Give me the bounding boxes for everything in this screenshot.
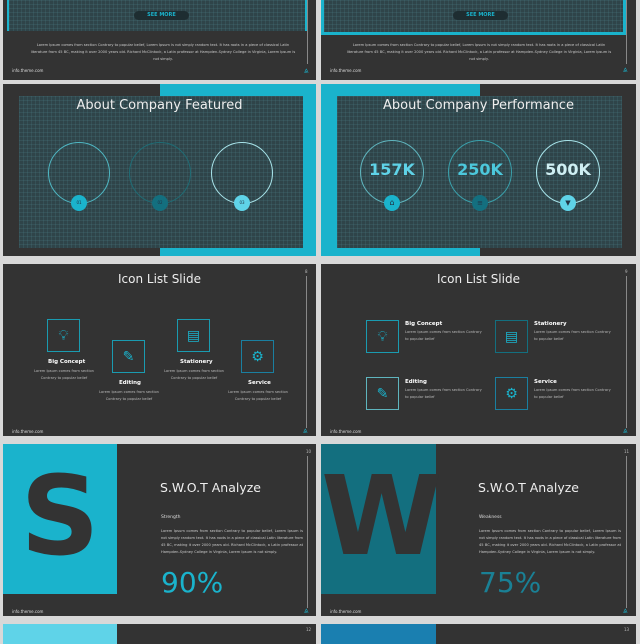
slide-icon-list-grid[interactable]: Icon List Slide 9 ⩓ info.theme.com 💡︎ Bi… (321, 264, 636, 436)
swot-percent: 90% (161, 566, 224, 599)
slide-see-more-right[interactable]: SEE MORE Lorem Ipsum comes from section … (321, 0, 636, 80)
footer-url: info.theme.com (12, 609, 44, 614)
progress-line (626, 276, 627, 428)
swot-letter: W (321, 452, 443, 580)
swot-subtitle: Strength (161, 515, 181, 520)
page-number: 10 (306, 449, 312, 454)
item-label: Big Concept (405, 321, 443, 327)
progress-line (307, 456, 308, 608)
slide-swot-partial-left[interactable]: 12 (3, 624, 316, 644)
slide-see-more-left[interactable]: SEE MORE Lorem Ipsum comes from section … (3, 0, 316, 80)
gear-icon: ⚙ (241, 340, 274, 373)
progress-line (306, 276, 307, 428)
cart-icon: ▼ (560, 195, 576, 211)
item-desc: Lorem Ipsum comes from section Contrary … (228, 390, 288, 401)
letter-panel: W (321, 444, 443, 594)
letter-panel (3, 624, 117, 644)
page-number: 12 (306, 627, 312, 632)
slide-company-performance[interactable]: About Company Performance 157K 250K 500K… (321, 84, 636, 256)
item-desc: Lorem Ipsum comes from section Contrary … (164, 369, 224, 380)
swot-subtitle: Weakness (479, 515, 502, 520)
lightbulb-icon: 💡︎ (47, 319, 80, 352)
newspaper-icon: ▤ (177, 319, 210, 352)
slide-title: About Company Performance (383, 98, 574, 113)
page-number: 11 (624, 449, 630, 454)
stat-value: 157K (369, 160, 415, 179)
slide-title: S.W.O.T Analyze (478, 480, 579, 495)
footer-url: info.theme.com (330, 429, 362, 434)
item-label: Editing (405, 379, 427, 385)
item-label: Big Concept (48, 359, 86, 365)
logo-icon: ⩓ (623, 65, 628, 74)
progress-line (626, 0, 627, 64)
slide-icon-list-staggered[interactable]: Icon List Slide 8 ⩓ info.theme.com 💡︎ Bi… (3, 264, 316, 436)
gear-icon: ⚙ (495, 377, 528, 410)
item-desc: Lorem Ipsum comes from section Contrary … (99, 390, 159, 401)
slide-swot-partial-right[interactable]: 13 (321, 624, 636, 644)
slide-title: About Company Featured (76, 98, 243, 113)
item-label: Stationery (534, 321, 567, 327)
slide-swot-strength[interactable]: S S.W.O.T Analyze Strength Lorem Ipsum c… (3, 444, 316, 616)
feature-badge-2: 02 (152, 195, 168, 211)
logo-icon: ⩓ (303, 426, 308, 435)
body-text: Lorem Ipsum comes from section Contrary … (479, 529, 621, 554)
body-text: Lorem Ipsum comes from section Contrary … (346, 43, 612, 61)
body-text: Lorem Ipsum comes from section Contrary … (161, 529, 303, 554)
page-number: 13 (624, 627, 630, 632)
logo-icon: ⩓ (623, 426, 628, 435)
footer-url: info.theme.com (330, 68, 362, 73)
home-icon: ⌂ (384, 195, 400, 211)
stat-value: 500K (545, 160, 591, 179)
logo-icon: ⩓ (623, 606, 628, 615)
item-desc: Lorem Ipsum comes from section Contrary … (405, 388, 482, 399)
slide-company-featured[interactable]: About Company Featured 01 02 03 (3, 84, 316, 256)
swot-letter: S (20, 452, 100, 580)
letter-panel: S (3, 444, 117, 594)
slide-title: Icon List Slide (118, 272, 201, 286)
slide-title: Icon List Slide (437, 272, 520, 286)
footer-url: info.theme.com (12, 68, 44, 73)
feature-badge-3: 03 (234, 195, 250, 211)
progress-line (307, 0, 308, 64)
footer-url: info.theme.com (330, 609, 362, 614)
feature-badge-1: 01 (71, 195, 87, 211)
item-label: Stationery (180, 359, 213, 365)
item-desc: Lorem Ipsum comes from section Contrary … (534, 330, 611, 341)
slide-swot-weakness[interactable]: W S.W.O.T Analyze Weakness Lorem Ipsum c… (321, 444, 636, 616)
pencil-icon: ✎ (366, 377, 399, 410)
item-label: Service (534, 379, 557, 385)
page-number: 9 (625, 269, 628, 274)
footer-url: info.theme.com (12, 429, 44, 434)
see-more-button[interactable]: SEE MORE (134, 11, 189, 20)
body-text: Lorem Ipsum comes from section Contrary … (30, 43, 296, 61)
logo-icon: ⩓ (304, 66, 309, 75)
lightbulb-icon: 💡︎ (366, 320, 399, 353)
item-desc: Lorem Ipsum comes from section Contrary … (34, 369, 94, 380)
item-label: Service (248, 380, 271, 386)
stat-value: 250K (457, 160, 503, 179)
item-desc: Lorem Ipsum comes from section Contrary … (534, 388, 611, 399)
item-desc: Lorem Ipsum comes from section Contrary … (405, 330, 482, 341)
page-number: 8 (305, 269, 308, 274)
letter-panel (321, 624, 436, 644)
newspaper-icon: ▤ (495, 320, 528, 353)
progress-line (626, 456, 627, 608)
pencil-icon: ✎ (112, 340, 145, 373)
logo-icon: ⩓ (304, 606, 309, 615)
slide-title: S.W.O.T Analyze (160, 480, 261, 495)
item-label: Editing (119, 380, 141, 386)
swot-percent: 75% (479, 566, 542, 599)
see-more-button[interactable]: SEE MORE (453, 11, 508, 20)
database-icon: ≡ (472, 195, 488, 211)
